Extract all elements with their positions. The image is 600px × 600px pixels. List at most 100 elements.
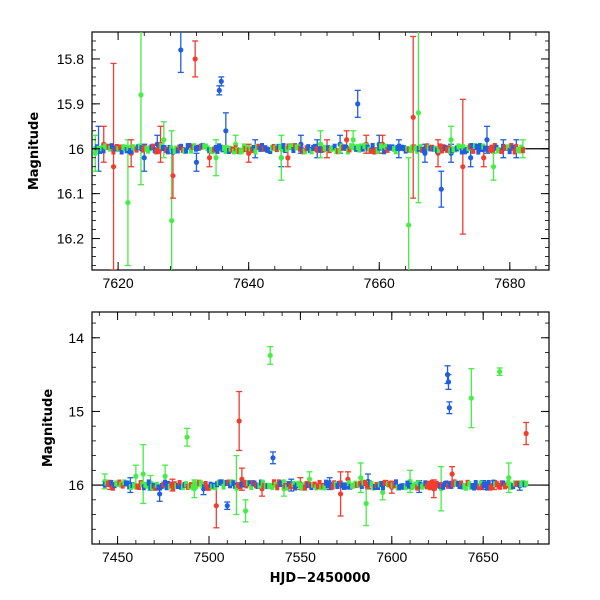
bottom-dense-point (221, 483, 226, 490)
bottom-y-tick-label: 16 (68, 477, 84, 493)
bottom-y-tick-label: 15 (68, 403, 84, 419)
top-blue-data-point (467, 148, 474, 168)
bottom-x-tick-label: 7600 (376, 549, 407, 565)
top-dense-point (438, 143, 443, 150)
bottom-dense-point (345, 483, 350, 490)
bottom-dense-point (177, 480, 182, 487)
bottom-dense-point (146, 479, 151, 486)
top-dense-point (368, 147, 373, 154)
top-dense-point (383, 143, 388, 150)
bottom-panel: 7450 7500 7550 7600 7650 14 15 16 Magnitude HJD… (41, 311, 550, 586)
bottom-red-data-point (449, 466, 456, 483)
top-blue-data-point (438, 170, 445, 208)
top-dense-point (187, 143, 192, 150)
bottom-plot-frame (91, 311, 550, 545)
top-dense-point (491, 146, 496, 153)
bottom-dense-point (202, 484, 207, 491)
top-x-tick-label: 7620 (103, 275, 134, 291)
top-dense-point (151, 143, 156, 150)
top-dense-point (469, 142, 474, 149)
bottom-y-axis-title: Magnitude (41, 389, 56, 468)
top-y-tick-label: 15.9 (57, 96, 84, 112)
top-dense-point (370, 142, 375, 149)
bottom-dense-point (473, 480, 478, 487)
top-dense-point (129, 147, 134, 154)
bottom-dense-point (317, 479, 322, 486)
bottom-dense-point (476, 484, 481, 491)
bottom-dense-point (206, 484, 211, 491)
top-dense-point (357, 146, 362, 153)
top-dense-point (109, 143, 114, 150)
top-dense-point (126, 144, 131, 151)
bottom-dense-point (315, 483, 320, 490)
top-dense-point (253, 148, 258, 155)
top-x-tick-label: 7640 (233, 275, 264, 291)
top-dense-point (157, 146, 162, 153)
bottom-dense-point (219, 479, 224, 486)
bottom-green-data-point (468, 368, 475, 429)
top-blue-data-point (354, 89, 361, 118)
bottom-red-data-point (337, 471, 344, 517)
bottom-green-data-point (140, 443, 147, 505)
bottom-y-tick-label: 14 (68, 330, 84, 346)
bottom-dense-point (145, 482, 150, 489)
top-dense-point (337, 147, 342, 154)
top-red-data-point (459, 98, 466, 235)
top-dense-point (165, 148, 170, 155)
top-panel: 7620 7640 7660 7680 15.8 15.9 16 16.1 16.2 Magni… (27, 31, 550, 291)
bottom-dense-point (330, 483, 335, 490)
top-dense-point (281, 143, 286, 150)
top-dense-point (471, 147, 476, 154)
bottom-dense-point (380, 484, 385, 491)
bottom-dense-point (415, 484, 420, 491)
bottom-x-tick-label: 7650 (468, 549, 499, 565)
top-x-tick-label: 7680 (494, 275, 525, 291)
top-dense-point (510, 144, 515, 151)
top-dense-point (344, 144, 349, 151)
bottom-green-data-point (496, 367, 503, 376)
top-dense-point (380, 145, 385, 152)
bottom-dense-point (489, 483, 494, 490)
bottom-green-data-point (363, 480, 370, 527)
top-green-data-point (317, 130, 324, 159)
top-dense-point (512, 148, 517, 155)
top-dense-point (189, 147, 194, 154)
top-dense-point (291, 147, 296, 154)
top-dense-point (459, 148, 464, 155)
top-blue-data-point (218, 76, 225, 87)
top-red-data-point (192, 40, 199, 78)
bottom-x-axis-title: HJD−2450000 (270, 571, 371, 586)
top-y-tick-label: 16.2 (57, 231, 84, 247)
bottom-dense-point (249, 483, 254, 490)
bottom-dense-point (498, 483, 503, 490)
top-dense-point (111, 148, 116, 155)
top-dense-point (222, 145, 227, 152)
top-y-tick-label: 15.8 (57, 51, 84, 67)
top-green-data-point (415, 32, 422, 204)
top-dense-point (215, 147, 220, 154)
bottom-blue-data-point (224, 501, 231, 511)
bottom-dense-point (403, 484, 408, 491)
top-dense-point (474, 143, 479, 150)
top-dense-point (289, 143, 294, 150)
bottom-green-data-point (184, 427, 191, 447)
bottom-dense-point (478, 480, 483, 487)
top-dense-point (101, 147, 106, 154)
top-dense-point (477, 143, 482, 150)
bottom-dense-point (228, 482, 233, 489)
top-dense-point (507, 148, 512, 155)
top-dense-point (302, 148, 307, 155)
top-blue-data-point (216, 85, 223, 96)
bottom-dense-point (164, 484, 169, 491)
bottom-dense-point (346, 480, 351, 487)
bottom-dense-point (322, 484, 327, 491)
bottom-red-data-point (523, 421, 530, 446)
top-dense-point (118, 144, 123, 151)
bottom-dense-point (366, 483, 371, 490)
top-dense-point (375, 148, 380, 155)
bottom-green-data-point (242, 499, 249, 523)
top-dense-point (347, 146, 352, 153)
bottom-dense-point (120, 482, 125, 489)
bottom-dense-point (369, 481, 374, 488)
